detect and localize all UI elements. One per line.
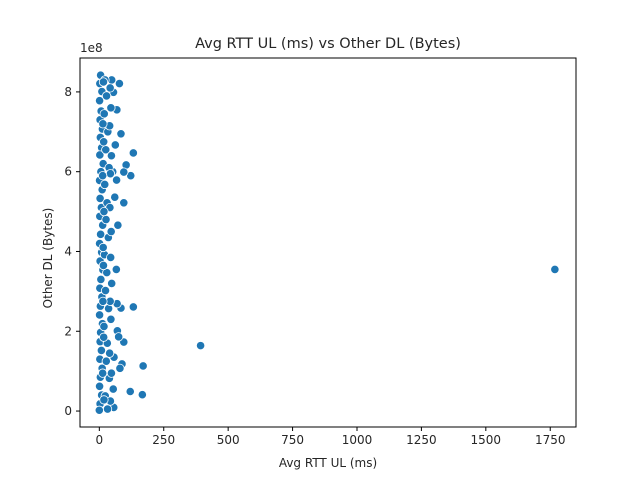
data-point xyxy=(111,175,122,185)
data-point xyxy=(101,91,112,101)
data-point xyxy=(550,264,560,275)
data-point xyxy=(113,220,123,230)
data-point xyxy=(119,167,129,177)
data-point xyxy=(99,395,109,405)
y-tick-label: 0 xyxy=(64,404,72,418)
data-point xyxy=(108,384,118,394)
data-point xyxy=(105,169,116,179)
data-point xyxy=(106,314,116,324)
data-point xyxy=(106,103,116,113)
data-point xyxy=(128,148,138,158)
x-tick-label: 0 xyxy=(96,433,104,447)
axes: 0 250 500 750 1000 1250 1500 1750 0 2 4 6 8 xyxy=(64,57,577,447)
data-point xyxy=(99,332,109,342)
data-point xyxy=(95,193,105,204)
data-point xyxy=(98,77,109,87)
data-point xyxy=(96,345,106,356)
data-point xyxy=(99,321,109,332)
x-tick-label: 1250 xyxy=(406,433,437,447)
y-tick-label: 8 xyxy=(64,85,72,99)
data-point xyxy=(94,310,105,320)
x-axis-label: Avg RTT UL (ms) xyxy=(279,456,377,470)
data-point xyxy=(110,140,120,150)
data-point xyxy=(110,192,120,202)
data-point xyxy=(100,285,111,296)
data-point xyxy=(119,198,129,208)
data-point xyxy=(138,361,148,371)
data-point xyxy=(116,129,126,139)
x-tick-label: 1000 xyxy=(342,433,373,447)
data-point xyxy=(99,206,109,217)
x-tick-label: 750 xyxy=(281,433,304,447)
y-offset-label: 1e8 xyxy=(80,41,103,55)
y-axis-label: Other DL (Bytes) xyxy=(41,208,55,309)
data-point xyxy=(98,260,109,271)
data-point xyxy=(94,96,105,106)
data-point xyxy=(96,274,106,284)
data-point xyxy=(101,214,111,225)
scatter-points xyxy=(94,70,560,415)
y-tick-label: 2 xyxy=(64,324,72,338)
data-point xyxy=(96,229,106,239)
data-point xyxy=(106,151,117,161)
x-tick-label: 500 xyxy=(217,433,240,447)
data-point xyxy=(115,363,125,373)
data-point xyxy=(195,341,206,351)
data-point xyxy=(102,404,113,414)
data-point xyxy=(98,242,108,253)
data-point xyxy=(114,332,124,342)
x-tick-label: 250 xyxy=(152,433,175,447)
data-point xyxy=(128,302,138,312)
data-point xyxy=(95,150,105,160)
data-point xyxy=(106,368,117,378)
x-tick-label: 1750 xyxy=(535,433,566,447)
data-point xyxy=(114,78,125,89)
y-tick-label: 4 xyxy=(64,244,72,258)
data-point xyxy=(107,278,117,288)
data-point xyxy=(98,296,108,306)
data-point xyxy=(125,386,135,397)
plot-frame xyxy=(79,57,577,428)
data-point xyxy=(100,179,110,190)
data-point xyxy=(105,348,115,358)
data-point xyxy=(137,390,147,400)
data-point xyxy=(94,381,105,391)
data-point xyxy=(99,137,109,147)
data-point xyxy=(99,109,109,119)
data-point xyxy=(98,368,108,378)
data-point xyxy=(98,171,108,181)
data-point xyxy=(105,83,115,93)
data-point xyxy=(101,356,111,366)
y-tick-label: 6 xyxy=(64,165,72,179)
data-point xyxy=(106,252,116,263)
chart-title: Avg RTT UL (ms) vs Other DL (Bytes) xyxy=(195,36,461,52)
data-point xyxy=(111,264,121,275)
data-point xyxy=(106,226,116,237)
x-tick-label: 1500 xyxy=(471,433,502,447)
data-point xyxy=(94,405,104,415)
data-point xyxy=(98,119,108,129)
